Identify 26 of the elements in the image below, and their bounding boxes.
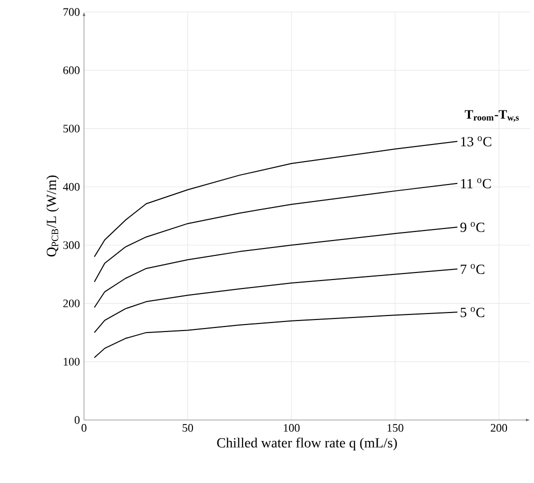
line-series: [94, 226, 458, 308]
y-tick-label: 0: [74, 416, 80, 424]
series-label: 11 $^{o}$C: [461, 178, 491, 188]
legend-title: T$_{room}$-T$_{w,s}$: [464, 110, 519, 122]
line-series: [94, 268, 458, 334]
x-tick-label: 50: [182, 424, 194, 432]
series-label: 13 $^{o}$C: [461, 136, 492, 146]
x-tick-label: 0: [82, 424, 86, 432]
series-label: 5 $^{o}$C: [460, 307, 484, 318]
line-series: [94, 140, 458, 258]
y-tick-label: 500: [63, 124, 80, 132]
series-label: 7 $^{o}$C: [460, 264, 484, 274]
y-tick-label: 100: [64, 358, 80, 366]
x-tick-label: 100: [284, 424, 300, 432]
y-tick-label: 200: [63, 300, 80, 308]
x-axis-title: Chilled water flow rate q (mL/s): [217, 438, 397, 450]
series-label: 9 $^{o}$C: [460, 222, 484, 232]
y-tick-label: 300: [63, 241, 80, 250]
y-tick-label: 600: [63, 66, 80, 74]
y-tick-label: 700: [64, 8, 80, 16]
y-tick-label: 400: [63, 183, 80, 191]
y-axis-title: Q$_{PCB}$/L (W/m): [46, 176, 59, 256]
line-series: [94, 312, 458, 358]
x-tick-label: 200: [490, 424, 508, 432]
x-tick-label: 150: [388, 424, 404, 432]
line-series: [94, 182, 458, 282]
